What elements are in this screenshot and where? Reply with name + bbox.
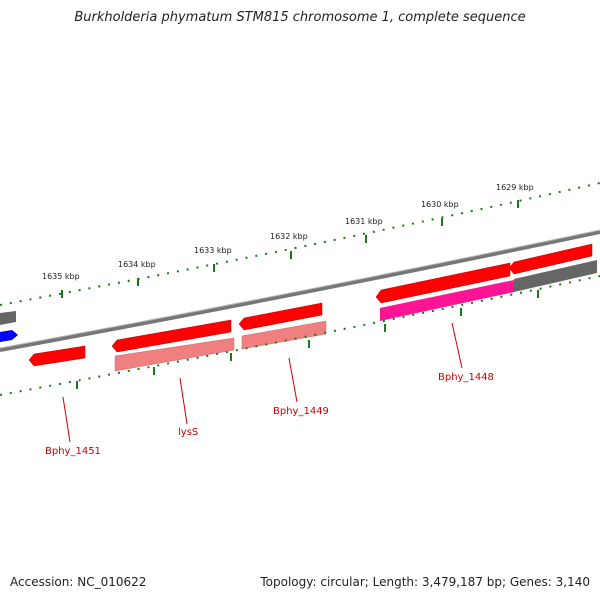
- backbone-highlight: [0, 229, 600, 349]
- scale-label-1630: 1630 kbp: [421, 200, 459, 209]
- label-leaders: [62, 322, 463, 443]
- genome-summary-text: Topology: circular; Length: 3,479,187 bp…: [260, 575, 590, 589]
- accession-text: Accession: NC_010622: [10, 575, 147, 589]
- gray-feature-left: [0, 311, 16, 325]
- gene-pair-1449: [241, 320, 327, 350]
- backbone-ring: [0, 230, 600, 352]
- gray-gene-right: [514, 260, 597, 292]
- rna-1448: [380, 280, 514, 321]
- gene-forward-1451: [28, 345, 86, 367]
- map-title: Burkholderia phymatum STM815 chromosome …: [74, 10, 526, 25]
- gene-pair-lysS: [114, 337, 235, 372]
- gene-forward-lysS: [111, 319, 232, 353]
- gene-forward-1447: [508, 243, 593, 275]
- gene-forward-1449: [238, 302, 323, 331]
- gene-label-bphy-1448: Bphy_1448: [438, 372, 494, 383]
- scale-label-1632: 1632 kbp: [270, 232, 308, 241]
- scale-label-1635: 1635 kbp: [42, 272, 80, 281]
- blue-feature: [0, 330, 18, 342]
- gene-label-bphy-1451: Bphy_1451: [45, 446, 101, 457]
- gene-label-lysS: lysS: [178, 427, 198, 438]
- scale-label-1631: 1631 kbp: [345, 217, 383, 226]
- scale-label-1629: 1629 kbp: [496, 183, 534, 192]
- gene-label-bphy-1449: Bphy_1449: [273, 406, 329, 417]
- scale-label-1634: 1634 kbp: [118, 260, 156, 269]
- scale-label-1633: 1633 kbp: [194, 246, 232, 255]
- outer-major-ticks: [61, 200, 519, 298]
- inner-major-ticks: [76, 290, 539, 389]
- gene-forward-1448: [375, 262, 511, 304]
